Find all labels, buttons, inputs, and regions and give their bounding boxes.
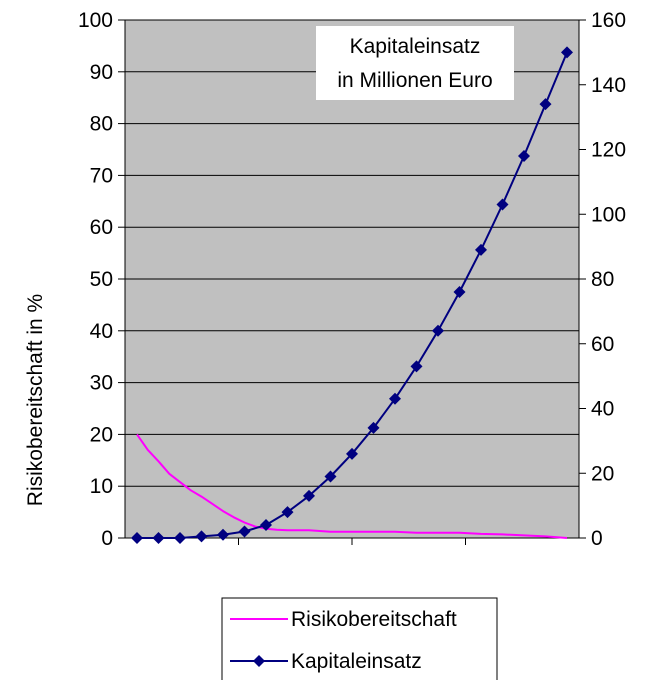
annotation-box [316,26,514,100]
point-kapitaleinsatz-1 [152,532,165,544]
y-tick-label-6: 60 [90,216,113,239]
point-kapitaleinsatz-8 [303,489,315,502]
legend-box [221,597,498,680]
annotation-line-2: in Millionen Euro [337,69,492,92]
point-kapitaleinsatz-17 [496,198,509,211]
y2-tick-label-6: 120 [591,139,626,162]
y-tick-label-3: 30 [90,372,113,395]
point-kapitaleinsatz-9 [324,470,337,483]
y-tick-label-0: 0 [101,527,113,550]
y-tick-label-7: 70 [90,164,113,187]
point-kapitaleinsatz-12 [389,392,401,405]
y-tick-label-5: 50 [90,268,113,291]
point-kapitaleinsatz-19 [539,98,552,111]
legend-label-risikobereitschaft: Risikobereitschaft [291,608,457,631]
point-kapitaleinsatz-5 [238,525,251,538]
y-tick-label-8: 80 [90,113,113,136]
y-tick-label-1: 10 [90,475,113,498]
y-axis-title: Risikobereitschaft in % [24,294,47,506]
point-kapitaleinsatz-11 [367,421,380,434]
y-tick-label-2: 20 [90,423,113,446]
y2-tick-label-0: 0 [591,527,603,550]
point-kapitaleinsatz-6 [260,519,272,532]
gridlines [125,19,579,487]
y-tick-label-9: 90 [90,61,113,84]
point-kapitaleinsatz-2 [174,532,186,544]
point-kapitaleinsatz-10 [346,447,358,460]
y2-tick-label-4: 80 [591,268,614,291]
point-kapitaleinsatz-0 [131,532,143,544]
y-tick-label-10: 100 [78,9,113,32]
point-kapitaleinsatz-15 [453,285,466,298]
annotation-line-1: Kapitaleinsatz [350,35,481,58]
legend-label-kapitaleinsatz: Kapitaleinsatz [291,650,422,673]
y2-tick-label-3: 60 [591,333,614,356]
y2-tick-label-1: 20 [591,462,614,485]
point-kapitaleinsatz-3 [195,530,208,543]
point-kapitaleinsatz-16 [475,243,487,256]
y2-tick-label-8: 160 [591,9,626,32]
series-layer [131,46,573,544]
y2-tick-label-2: 40 [591,398,614,421]
y-tick-label-4: 40 [90,320,113,343]
series-line-risikobereitschaft [136,433,568,539]
point-kapitaleinsatz-14 [432,324,444,337]
point-kapitaleinsatz-4 [217,528,229,541]
point-kapitaleinsatz-13 [410,360,423,373]
legend-diamond-marker [253,655,265,667]
y2-tick-label-7: 140 [591,74,626,97]
point-kapitaleinsatz-20 [561,46,573,59]
y2-tick-label-5: 100 [591,203,626,226]
point-kapitaleinsatz-18 [518,149,530,162]
axes: 0 10 20 30 40 50 60 70 80 90 100 0 20 40 60 80 100 120 140… [78,9,626,550]
legend: Risikobereitschaft Kapitaleinsatz [221,597,498,680]
point-kapitaleinsatz-7 [281,506,294,519]
